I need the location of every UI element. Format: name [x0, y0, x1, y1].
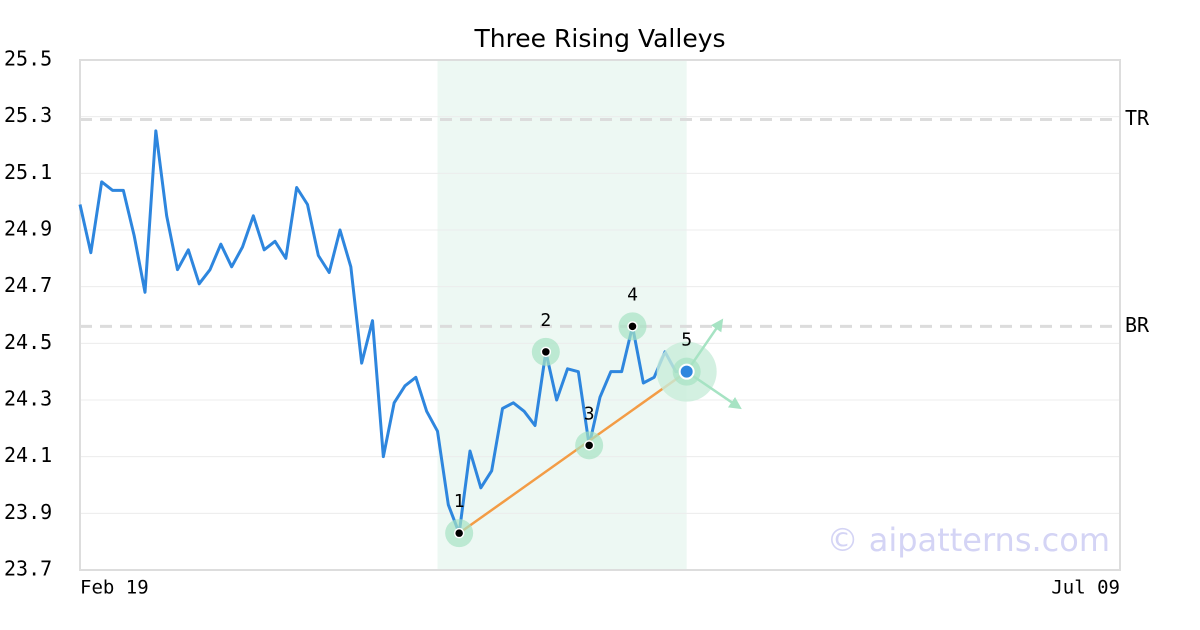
point-label: 1 — [454, 491, 465, 512]
trend-line — [458, 370, 688, 535]
y-tick-label: 24.5 — [4, 330, 52, 354]
y-tick-label: 23.9 — [4, 500, 52, 524]
y-tick-label: 23.7 — [4, 557, 52, 581]
point-marker — [540, 346, 552, 358]
highlight-span — [437, 60, 687, 570]
point-label: 4 — [627, 284, 638, 305]
level-label: BR — [1125, 313, 1150, 337]
y-tick-label: 24.7 — [4, 273, 52, 297]
point-marker — [627, 321, 638, 332]
y-tick-label: 24.9 — [4, 217, 52, 241]
x-tick-label: Feb 19 — [80, 577, 149, 599]
watermark: © aipatterns.com — [827, 521, 1110, 559]
chart-title: Three Rising Valleys — [473, 24, 725, 53]
y-tick-label: 25.3 — [4, 103, 52, 127]
point-label: 3 — [584, 403, 595, 424]
level-label: TR — [1125, 106, 1150, 130]
point-marker — [453, 527, 465, 539]
y-tick-label: 25.1 — [4, 160, 52, 184]
plot-border — [79, 59, 1121, 571]
x-tick-label: Jul 09 — [1051, 577, 1120, 599]
point-marker — [678, 363, 695, 380]
y-tick-label: 25.5 — [4, 47, 52, 71]
y-tick-label: 24.1 — [4, 443, 52, 467]
price-line — [78, 129, 687, 535]
y-tick-label: 24.3 — [4, 387, 52, 411]
point-marker — [583, 440, 595, 451]
point-label: 5 — [681, 330, 692, 351]
point-label: 2 — [540, 310, 551, 331]
